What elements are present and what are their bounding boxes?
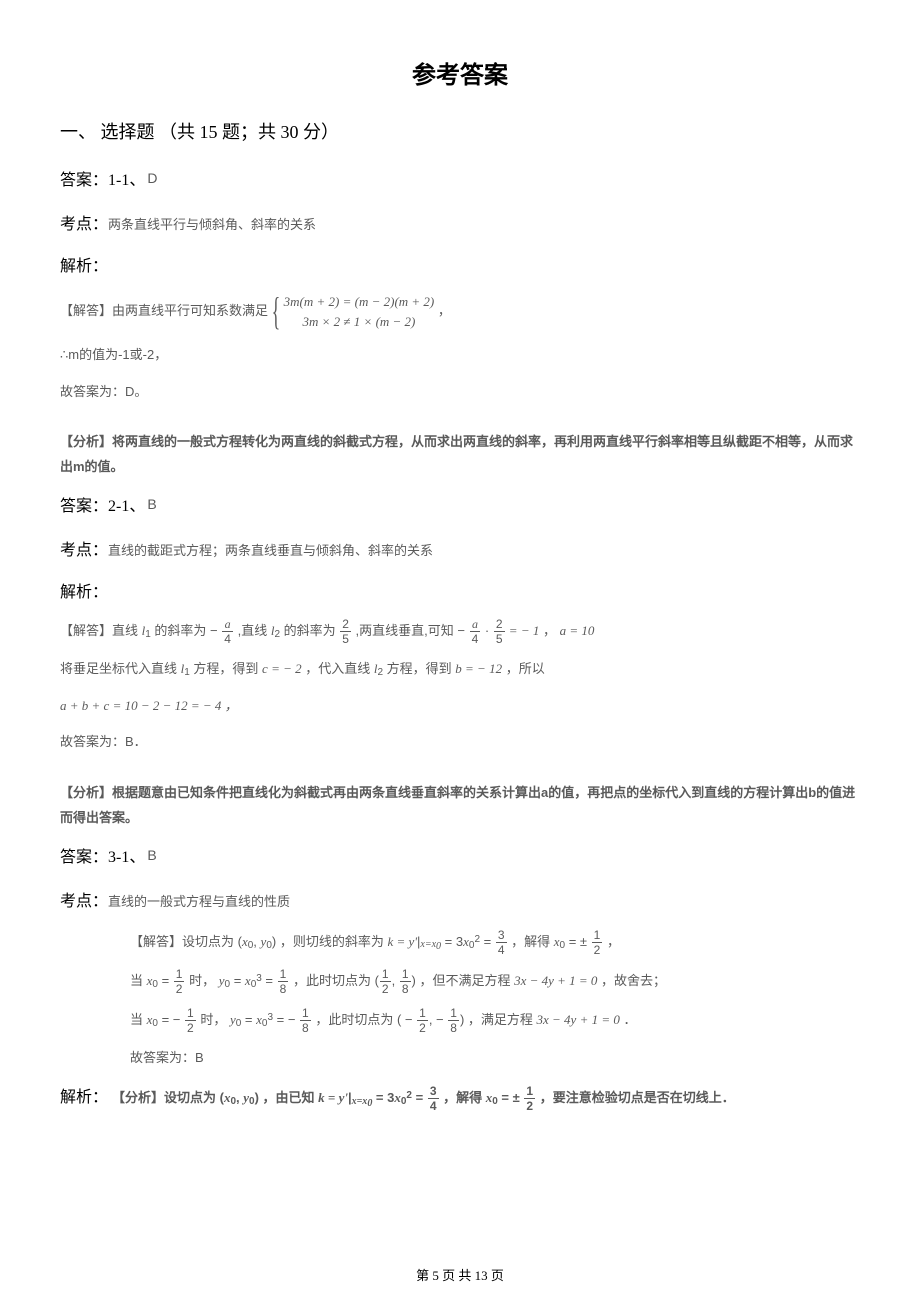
- q3-solution-2: 当 x0 = 12 时， y0 = x03 = 18 ，此时切点为 (12, 1…: [130, 968, 860, 995]
- t: 【分析】设切点为 (: [112, 1090, 224, 1105]
- kaodian-text: 直线的一般式方程与直线的性质: [108, 894, 290, 909]
- q3-answer-letter: B: [147, 847, 156, 863]
- frac: 25: [494, 618, 505, 645]
- kaodian-label: 考点：: [60, 893, 108, 910]
- q2-solution-3: a + b + c = 10 − 2 − 12 = − 4 ，: [60, 694, 860, 719]
- q1-solution-2: ∴m的值为-1或-2，: [60, 343, 860, 368]
- q2-answer-label: 答案：2-1、: [60, 498, 145, 515]
- t: ，代入直线: [302, 661, 374, 676]
- t: ，所以: [502, 661, 545, 676]
- frac: a4: [222, 618, 233, 645]
- t: 当: [130, 1012, 147, 1027]
- frac: 34: [428, 1085, 439, 1112]
- q2-analysis: 【分析】根据题意由已知条件把直线化为斜截式再由两条直线垂直斜率的关系计算出a的值…: [60, 781, 860, 830]
- jiexi-label: 解析：: [60, 1089, 108, 1106]
- q3-solution-1: 【解答】设切点为 (x0, y0) ，则切线的斜率为 k = y'|x=x0 =…: [130, 929, 860, 957]
- t: ，: [607, 933, 620, 948]
- page-title: 参考答案: [60, 55, 860, 90]
- frac: 18: [300, 1007, 311, 1034]
- frac: 18: [400, 968, 411, 995]
- frac: 34: [496, 929, 507, 956]
- q1-analysis: 【分析】将两直线的一般式方程转化为两直线的斜截式方程，从而求出两直线的斜率，再利…: [60, 430, 860, 479]
- t: 方程，得到: [383, 661, 455, 676]
- q1-answer: 答案：1-1、D: [60, 166, 860, 190]
- frac: 25: [340, 618, 351, 645]
- q1-answer-letter: D: [147, 170, 157, 186]
- frac: 12: [174, 968, 185, 995]
- brace-top: 3m(m + 2) = (m − 2)(m + 2): [284, 292, 435, 312]
- t: 的斜率为: [280, 623, 339, 638]
- page-footer: 第 5 页 共 13 页: [0, 1265, 920, 1284]
- t: 时，: [189, 973, 219, 988]
- frac: 18: [448, 1007, 459, 1034]
- t: 的斜率为: [151, 623, 210, 638]
- t: ，此时切点为 (: [293, 973, 379, 988]
- t: 方程，得到: [190, 661, 262, 676]
- q1-kaodian: 考点：两条直线平行与倾斜角、斜率的关系: [60, 210, 860, 234]
- q3-kaodian: 考点：直线的一般式方程与直线的性质: [60, 887, 860, 911]
- frac: a4: [470, 618, 481, 645]
- t: b = − 12: [455, 661, 502, 676]
- frac: 12: [417, 1007, 428, 1034]
- t: ，解得: [511, 933, 554, 948]
- t: 将垂足坐标代入直线: [60, 661, 181, 676]
- t: ，要注意检验切点是否在切线上．: [540, 1090, 735, 1105]
- t: 时，: [200, 1012, 230, 1027]
- q1-answer-label: 答案：1-1、: [60, 172, 145, 189]
- t: ．: [620, 1012, 637, 1027]
- q3-solution-3: 当 x0 = − 12 时， y0 = x03 = − 18 ，此时切点为 ( …: [130, 1007, 860, 1034]
- t: ) ，则切线的斜率为: [272, 933, 388, 948]
- q1-jiexi-label: 解析：: [60, 252, 860, 276]
- t: ，故舍去；: [597, 973, 666, 988]
- q3-jiexi: 解析： 【分析】设切点为 (x0, y0) ，由已知 k = y'|x=x0 =…: [60, 1083, 860, 1112]
- text: ，: [438, 303, 451, 318]
- section-header: 一、 选择题 （共 15 题；共 30 分）: [60, 118, 860, 144]
- text: 【解答】由两直线平行可知系数满足: [60, 303, 268, 318]
- t: 3x − 4y + 1 = 0: [514, 973, 597, 988]
- t: c = − 2: [262, 661, 302, 676]
- q3-answer: 答案：3-1、B: [60, 843, 860, 867]
- kaodian-text: 直线的截距式方程；两条直线垂直与倾斜角、斜率的关系: [108, 543, 433, 558]
- frac: 12: [380, 968, 391, 995]
- t: 3x − 4y + 1 = 0: [537, 1012, 620, 1027]
- q3-solution-4: 故答案为：B: [130, 1046, 860, 1071]
- t: ，此时切点为 (: [315, 1012, 405, 1027]
- kaodian-label: 考点：: [60, 216, 108, 233]
- t: ) ，满足方程: [460, 1012, 537, 1027]
- t: = − 1: [506, 623, 540, 638]
- q2-kaodian: 考点：直线的截距式方程；两条直线垂直与倾斜角、斜率的关系: [60, 536, 860, 560]
- t: 当: [130, 973, 147, 988]
- kaodian-text: 两条直线平行与倾斜角、斜率的关系: [108, 217, 316, 232]
- q1-solution-3: 故答案为：D。: [60, 380, 860, 405]
- q2-answer: 答案：2-1、B: [60, 492, 860, 516]
- frac: 12: [592, 929, 603, 956]
- q2-solution-1: 【解答】直线 l1 的斜率为 − a4 ,直线 l2 的斜率为 25 ,两直线垂…: [60, 618, 860, 645]
- t: ，解得: [443, 1090, 486, 1105]
- t: a = 10: [560, 623, 595, 638]
- q2-jiexi-label: 解析：: [60, 578, 860, 602]
- brace-system: 3m(m + 2) = (m − 2)(m + 2) 3m × 2 ≠ 1 × …: [272, 292, 435, 331]
- frac: 18: [278, 968, 289, 995]
- kaodian-label: 考点：: [60, 542, 108, 559]
- q1-solution-1: 【解答】由两直线平行可知系数满足 3m(m + 2) = (m − 2)(m +…: [60, 292, 860, 331]
- q3-answer-label: 答案：3-1、: [60, 849, 145, 866]
- frac: 12: [524, 1085, 535, 1112]
- q2-answer-letter: B: [147, 496, 156, 512]
- t: ,两直线垂直,可知: [356, 623, 458, 638]
- t: ) ，但不满足方程: [412, 973, 515, 988]
- t: ) ，由已知: [255, 1090, 319, 1105]
- q2-solution-4: 故答案为：B．: [60, 730, 860, 755]
- q2-solution-2: 将垂足坐标代入直线 l1 方程，得到 c = − 2 ，代入直线 l2 方程，得…: [60, 657, 860, 682]
- frac: 12: [185, 1007, 196, 1034]
- t: ，: [543, 623, 560, 638]
- brace-bot: 3m × 2 ≠ 1 × (m − 2): [284, 312, 435, 332]
- t: 【解答】直线: [60, 623, 142, 638]
- q3-analysis: 【分析】设切点为 (x0, y0) ，由已知 k = y'|x=x0 = 3x0…: [112, 1090, 735, 1105]
- t: 【解答】设切点为 (: [130, 933, 242, 948]
- t: ,直线: [238, 623, 271, 638]
